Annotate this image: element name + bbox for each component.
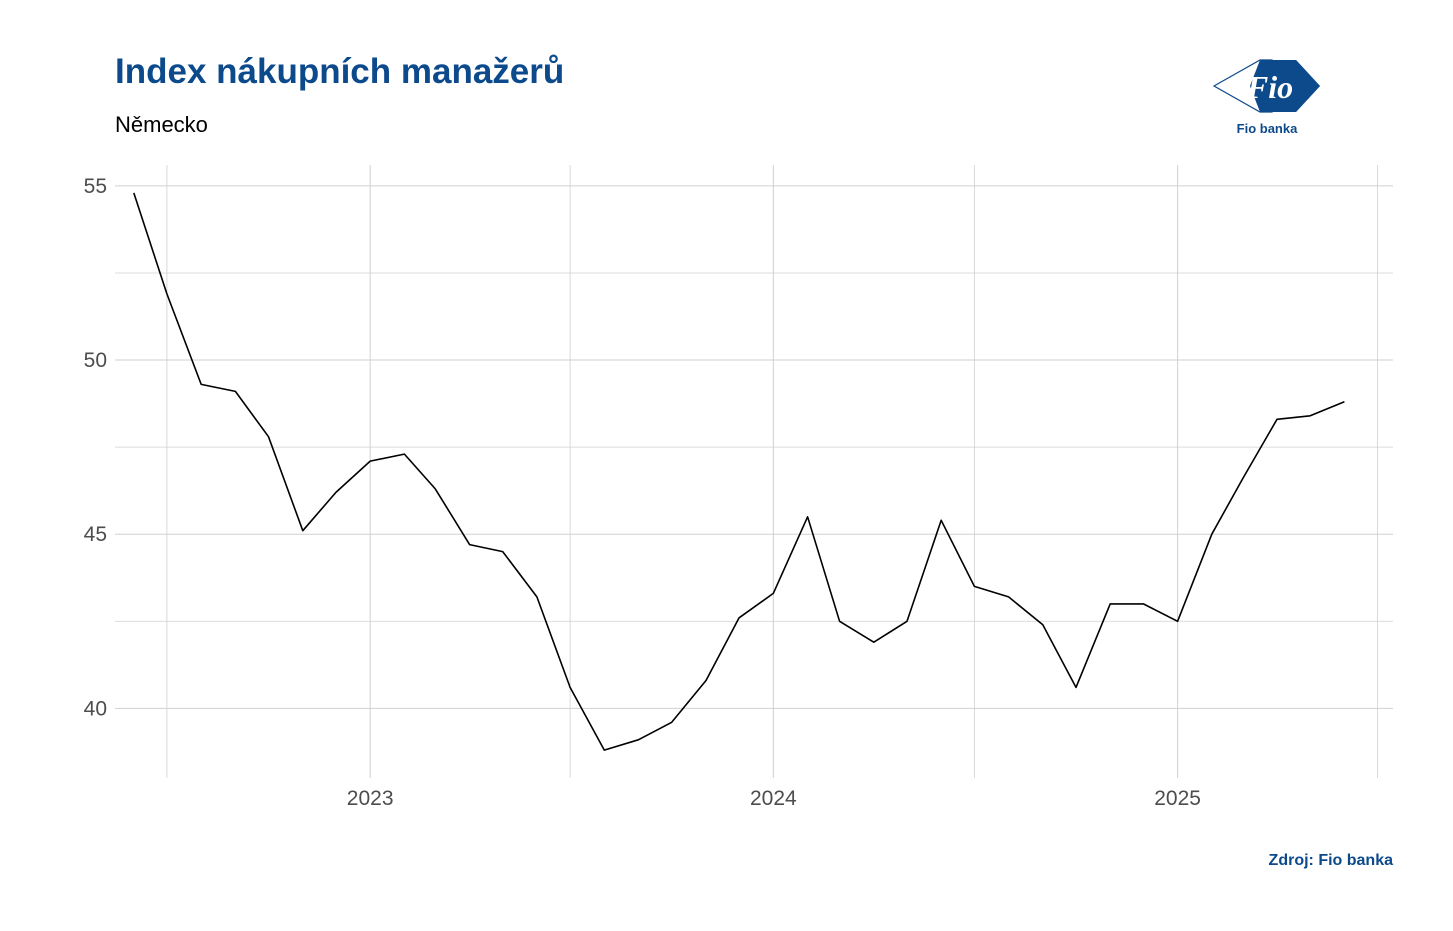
y-tick-label: 40: [84, 697, 107, 720]
axis-tick-labels: 40 45 50 55 2023 2024 2025: [84, 175, 1201, 810]
y-tick-label: 50: [84, 349, 107, 372]
fio-logo: Fio: [1212, 59, 1320, 113]
series-lines: [133, 192, 1345, 751]
grid-lines: [115, 165, 1393, 778]
x-tick-label: 2024: [750, 787, 797, 810]
chart-subtitle: Německo: [115, 112, 208, 137]
y-tick-label: 55: [84, 175, 107, 198]
series-line: [133, 192, 1345, 751]
x-tick-label: 2023: [347, 787, 394, 810]
y-tick-label: 45: [84, 523, 107, 546]
chart-title: Index nákupních manažerů: [115, 52, 565, 91]
source-note: Zdroj: Fio banka: [1268, 852, 1393, 869]
logo-text: Fio banka: [1236, 121, 1298, 136]
logo-mark: Fio: [1246, 69, 1293, 105]
x-tick-label: 2025: [1154, 787, 1201, 810]
